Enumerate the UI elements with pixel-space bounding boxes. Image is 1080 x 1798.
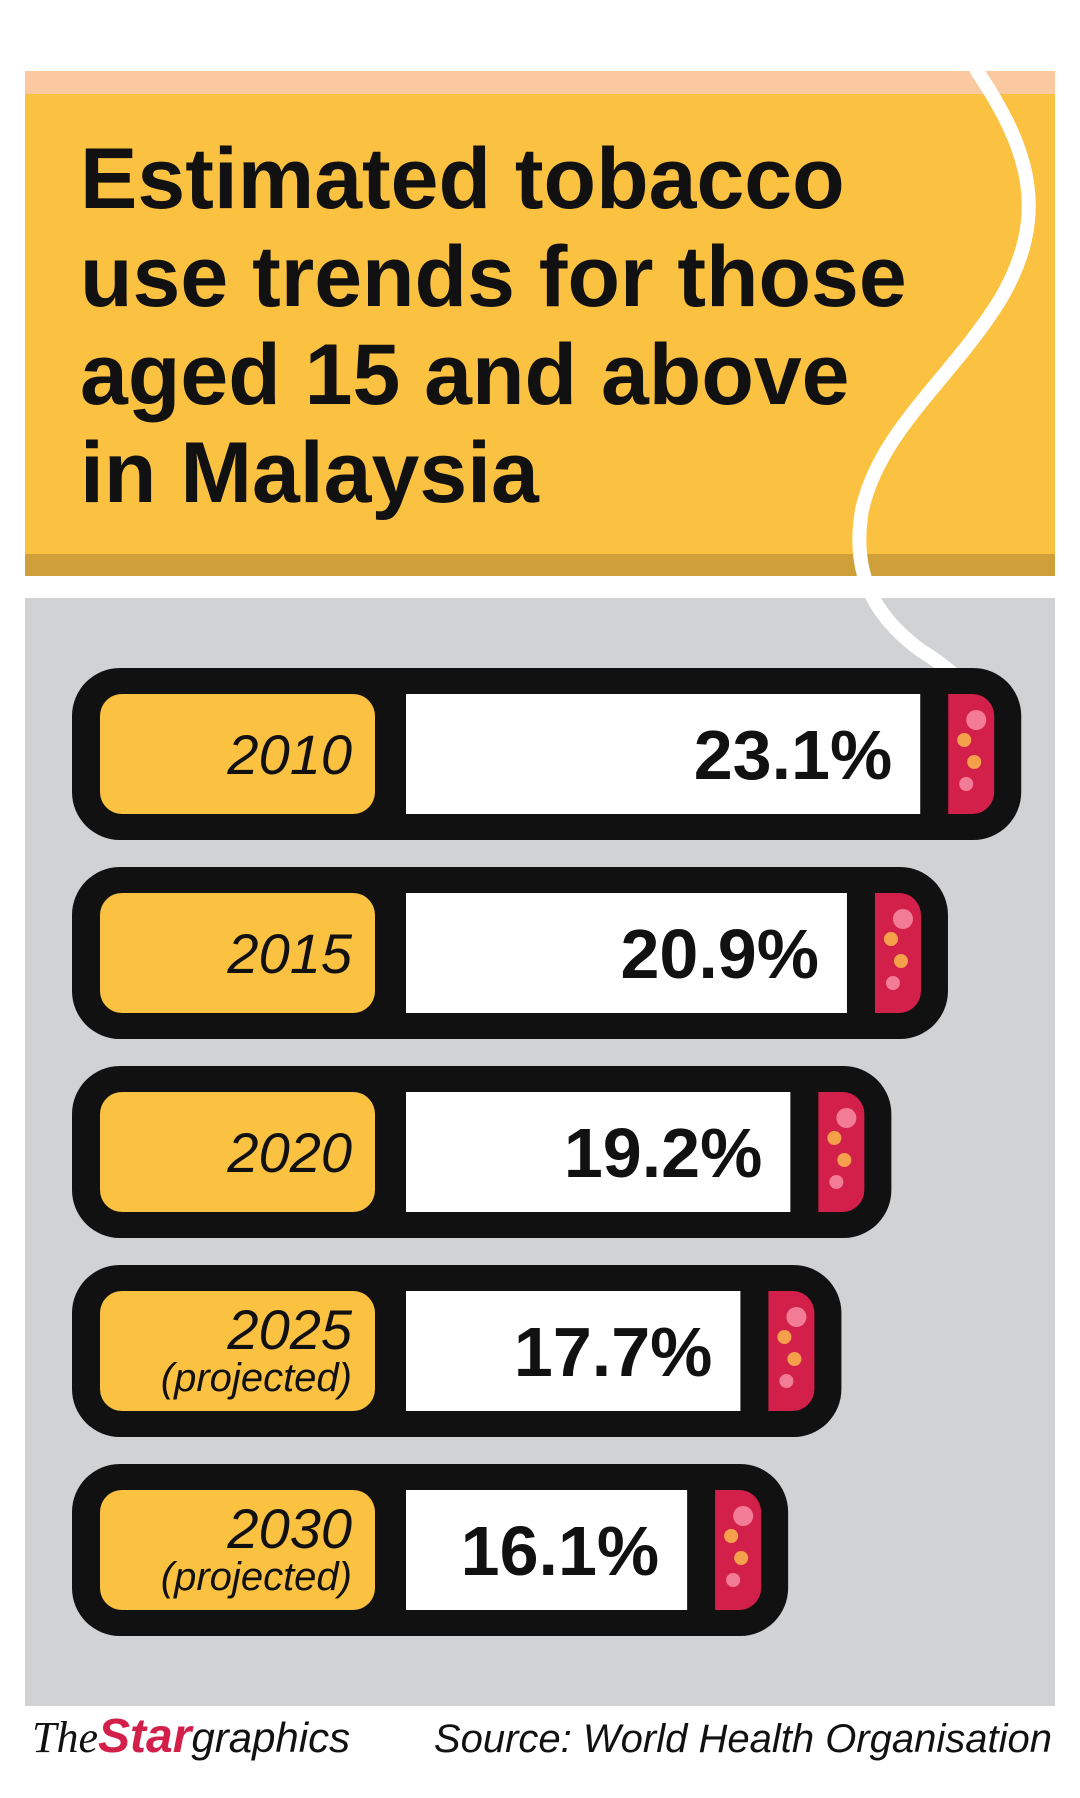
brand: TheStargraphics (32, 1710, 350, 1763)
title-panel-edge (25, 554, 1055, 576)
bars: 2010 23.1%2015 20.9%2020 19.2%2025(projecte… (72, 668, 1022, 1636)
top-strip (25, 71, 1055, 95)
ember-dot (959, 777, 974, 791)
bar (406, 893, 847, 1013)
category-label: 2010 (226, 723, 352, 786)
cigarette-filter (100, 893, 375, 1013)
category-label: 2030 (226, 1497, 352, 1560)
cigarette-filter (100, 694, 375, 814)
ember-dot (967, 755, 982, 769)
value-label: 17.7% (514, 1313, 712, 1391)
smoke (852, 64, 1036, 697)
value-label: 23.1% (694, 716, 892, 794)
cigarette-filter (100, 1490, 375, 1610)
ember-dot (734, 1551, 749, 1565)
cigarette-filter (100, 1291, 375, 1411)
ember-dot (786, 1307, 807, 1327)
ember-dot (883, 932, 898, 946)
bar (406, 694, 921, 814)
ember-dot (777, 1330, 792, 1344)
category-label: 2020 (226, 1121, 352, 1184)
ember-dot (892, 909, 913, 929)
category-label: 2015 (226, 922, 352, 985)
ember-dot (787, 1352, 802, 1366)
ember-dot (957, 733, 972, 747)
category-label: 2025 (226, 1298, 352, 1361)
ember-dot (885, 976, 900, 990)
ember-dot (893, 954, 908, 968)
brand-star: Star (98, 1710, 194, 1763)
brand-graphics: graphics (191, 1714, 350, 1761)
cigarette-filter (100, 1092, 375, 1212)
bar (406, 1092, 791, 1212)
ember-dot (966, 710, 987, 730)
bar (406, 1490, 688, 1610)
ember-dot (836, 1108, 857, 1128)
ember-dot (829, 1175, 844, 1189)
source: Source: World Health Organisation (434, 1717, 1052, 1761)
category-note: (projected) (161, 1356, 352, 1400)
title-panel (25, 94, 1055, 555)
ember-dot (837, 1153, 852, 1167)
ember-dot (726, 1573, 741, 1587)
ember-dot (733, 1506, 754, 1526)
chart-title: Estimated tobacco use trends for those age… (80, 131, 907, 521)
category-note: (projected) (161, 1555, 352, 1599)
ember-dot (724, 1529, 739, 1543)
bar (406, 1291, 741, 1411)
value-label: 16.1% (461, 1512, 659, 1590)
brand-the: The (32, 1713, 98, 1762)
value-label: 19.2% (564, 1114, 762, 1192)
ember-dot (827, 1131, 842, 1145)
value-label: 20.9% (620, 915, 818, 993)
ember-dot (779, 1374, 794, 1388)
